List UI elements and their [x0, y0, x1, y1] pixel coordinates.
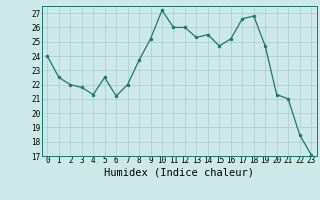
- X-axis label: Humidex (Indice chaleur): Humidex (Indice chaleur): [104, 168, 254, 178]
